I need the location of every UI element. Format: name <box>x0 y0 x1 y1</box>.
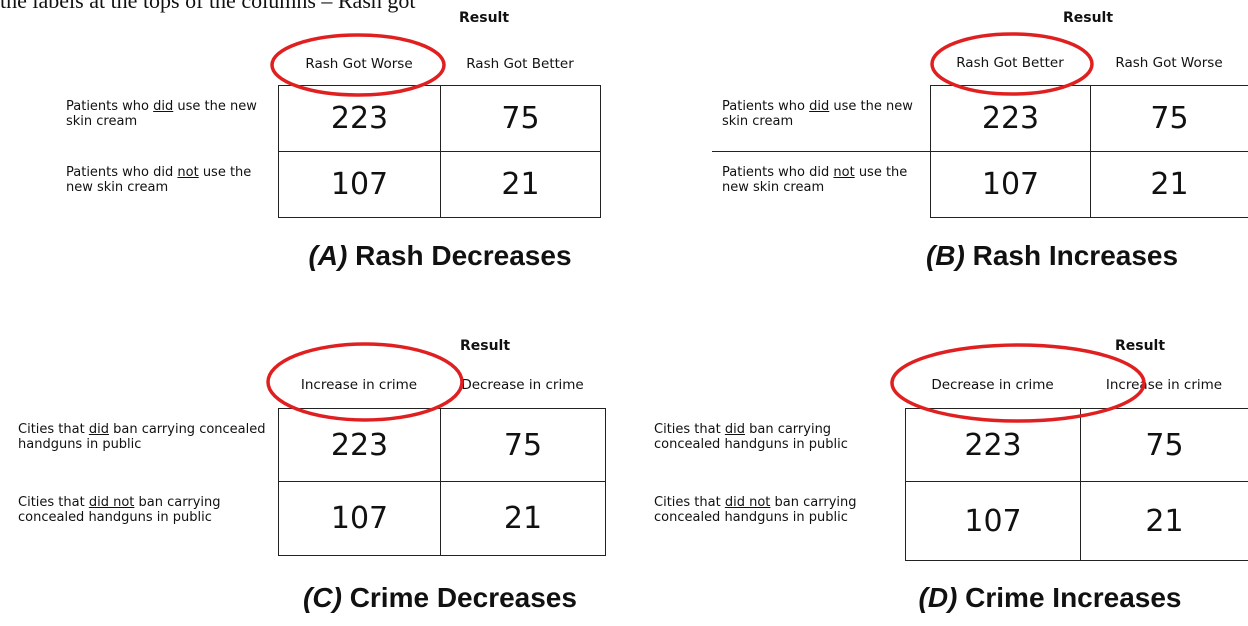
table-cell: 75 <box>1090 85 1248 152</box>
column-header: Increase in crime <box>300 377 418 393</box>
row-label: Cities that did not ban carrying conceal… <box>18 495 273 525</box>
caption-text: Crime Decreases <box>349 582 577 613</box>
table-cell: 223 <box>278 85 441 152</box>
row-label-part: use the new skin cream <box>722 99 913 129</box>
row-label-part: Cities that <box>18 495 89 510</box>
row-label-part: Patients who <box>66 99 154 114</box>
table-cell: 223 <box>278 408 441 482</box>
row-label-part: Cities that <box>654 422 725 437</box>
row-label: Cities that did not ban carrying conceal… <box>654 495 899 525</box>
column-header: Rash Got Better <box>466 56 574 72</box>
table-cell: 21 <box>440 151 601 218</box>
table-cell: 21 <box>1090 151 1248 218</box>
caption-tag: (D) <box>918 582 958 613</box>
caption: (D) Crime Increases <box>918 582 1181 614</box>
result-header: Result <box>458 10 510 26</box>
column-header: Increase in crime <box>1105 377 1223 393</box>
table-cell: 21 <box>440 481 606 556</box>
row-label-part: use the new skin cream <box>66 165 252 195</box>
row-label: Patients who did not use the new skin cr… <box>66 165 271 195</box>
column-header: Rash Got Better <box>956 55 1064 71</box>
column-header: Decrease in crime <box>461 377 584 393</box>
caption-space <box>957 582 965 613</box>
row-label-part: not <box>177 165 199 180</box>
table-cell: 107 <box>278 481 441 556</box>
table-cell: 107 <box>930 151 1091 218</box>
table-cell: 107 <box>278 151 441 218</box>
column-header: Decrease in crime <box>931 377 1054 393</box>
row-label-part: did <box>724 422 745 437</box>
intro-text: the labels at the tops of the columns – … <box>0 0 416 13</box>
row-label: Patients who did use the new skin cream <box>66 99 271 129</box>
caption-space <box>347 240 355 271</box>
row-label-part: Cities that <box>18 422 89 437</box>
table-cell: 75 <box>440 408 606 482</box>
row-label-part: Cities that <box>654 495 725 510</box>
row-label-part: use the new skin cream <box>722 165 908 195</box>
row-label-part: did not <box>88 495 135 510</box>
row-label-part: did <box>809 99 830 114</box>
caption: (C) Crime Decreases <box>303 582 577 614</box>
column-header: Rash Got Worse <box>305 56 413 72</box>
row-label: Patients who did not use the new skin cr… <box>722 165 927 195</box>
table-cell: 21 <box>1080 481 1248 561</box>
table-cell: 75 <box>440 85 601 152</box>
caption-text: Crime Increases <box>965 582 1182 613</box>
row-label-part: did not <box>724 495 771 510</box>
row-label-part: use the new skin cream <box>66 99 257 129</box>
row-label-part: ban carrying concealed handguns in publi… <box>18 422 266 452</box>
table-cell: 223 <box>930 85 1091 152</box>
table-cell: 75 <box>1080 408 1248 482</box>
row-label-part: did <box>88 422 109 437</box>
result-header: Result <box>459 338 511 354</box>
row-divider <box>712 151 930 152</box>
caption-tag: (C) <box>303 582 342 613</box>
row-label-part: ban carrying concealed handguns in publi… <box>654 422 848 452</box>
row-label-part: ban carrying concealed handguns in publi… <box>654 495 857 525</box>
caption-space <box>342 582 350 613</box>
caption: (A) Rash Decreases <box>308 240 571 272</box>
row-label-part: Patients who did <box>722 165 834 180</box>
result-header: Result <box>1114 338 1166 354</box>
row-label-part: did <box>153 99 174 114</box>
row-label-part: not <box>833 165 855 180</box>
result-header: Result <box>1062 10 1114 26</box>
caption-tag: (A) <box>308 240 348 271</box>
caption-space <box>965 240 973 271</box>
row-label-part: Patients who <box>722 99 810 114</box>
row-label-part: Patients who did <box>66 165 178 180</box>
row-label: Cities that did ban carrying concealed h… <box>654 422 899 452</box>
caption-tag: (B) <box>925 240 965 271</box>
column-header: Rash Got Worse <box>1115 55 1223 71</box>
caption-text: Rash Increases <box>972 240 1179 271</box>
row-label-part: ban carrying concealed handguns in publi… <box>18 495 221 525</box>
caption: (B) Rash Increases <box>926 240 1178 272</box>
table-cell: 223 <box>905 408 1081 482</box>
row-label: Patients who did use the new skin cream <box>722 99 927 129</box>
caption-text: Rash Decreases <box>355 240 572 271</box>
table-cell: 107 <box>905 481 1081 561</box>
row-label: Cities that did ban carrying concealed h… <box>18 422 273 452</box>
